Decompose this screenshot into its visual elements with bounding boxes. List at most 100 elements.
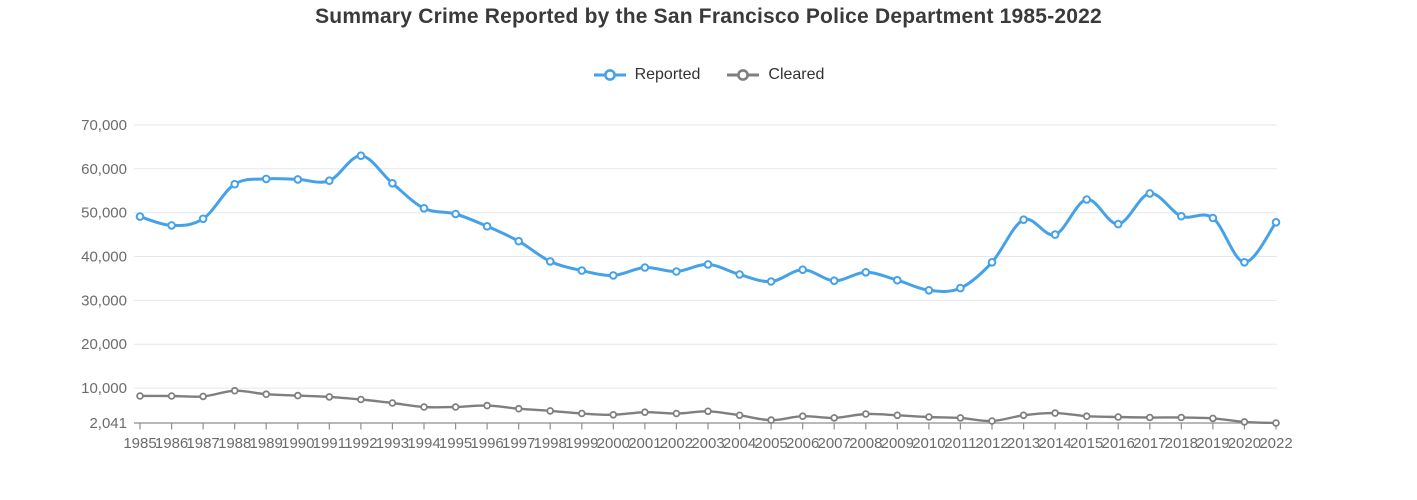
reported-marker-1997[interactable]	[514, 236, 524, 246]
reported-marker-1988[interactable]	[230, 179, 239, 189]
cleared-marker-2013[interactable]	[1019, 411, 1028, 420]
x-axis-label: 2010	[912, 435, 945, 452]
reported-marker-2006[interactable]	[798, 265, 808, 275]
x-axis-label: 2004	[723, 435, 756, 452]
reported-marker-2015[interactable]	[1082, 195, 1091, 204]
reported-marker-2018[interactable]	[1177, 211, 1186, 221]
reported-marker-2007[interactable]	[829, 276, 839, 286]
chart-title: Summary Crime Reported by the San Franci…	[315, 5, 1102, 28]
cleared-line	[138, 389, 1278, 425]
reported-marker-2008[interactable]	[861, 268, 871, 277]
reported-marker-1999[interactable]	[577, 266, 587, 275]
x-axis-label: 1986	[155, 435, 188, 452]
cleared-marker-2001[interactable]	[641, 408, 649, 417]
cleared-marker-1998[interactable]	[546, 407, 554, 415]
cleared-marker-2015[interactable]	[1082, 412, 1091, 421]
cleared-marker-1995[interactable]	[451, 403, 460, 411]
legend-item-reported[interactable]: Reported	[593, 66, 700, 84]
x-axis-label: 1995	[439, 435, 472, 452]
y-axis-label: 10,000	[81, 380, 127, 397]
reported-marker-2003[interactable]	[703, 260, 713, 269]
reported-marker-1992[interactable]	[356, 151, 366, 160]
cleared-marker-1985[interactable]	[136, 392, 144, 400]
reported-marker-2011[interactable]	[956, 283, 965, 293]
reported-marker-1987[interactable]	[198, 214, 208, 224]
cleared-marker-1993[interactable]	[388, 399, 397, 407]
x-axis-label: 1990	[281, 435, 314, 452]
cleared-marker-2000[interactable]	[609, 410, 618, 419]
reported-marker-2020[interactable]	[1240, 258, 1249, 267]
cleared-marker-2016[interactable]	[1114, 413, 1122, 421]
legend-item-cleared[interactable]: Cleared	[726, 66, 824, 84]
cleared-marker-2006[interactable]	[798, 412, 807, 421]
cleared-marker-2014[interactable]	[1051, 409, 1059, 417]
cleared-marker-2009[interactable]	[893, 411, 902, 420]
reported-marker-2001[interactable]	[640, 263, 650, 272]
cleared-marker-1996[interactable]	[483, 401, 491, 410]
x-axis-label: 2015	[1070, 435, 1103, 452]
x-axis-label: 1996	[470, 435, 503, 452]
reported-marker-2013[interactable]	[1019, 215, 1028, 224]
reported-marker-2019[interactable]	[1208, 213, 1218, 223]
cleared-marker-2018[interactable]	[1177, 413, 1186, 422]
reported-marker-2022[interactable]	[1271, 218, 1281, 227]
cleared-marker-2007[interactable]	[830, 414, 838, 422]
reported-marker-1995[interactable]	[451, 209, 460, 219]
cleared-marker-2008[interactable]	[861, 410, 870, 418]
cleared-marker-2005[interactable]	[767, 416, 775, 424]
cleared-marker-1997[interactable]	[514, 404, 523, 413]
cleared-marker-1989[interactable]	[262, 390, 271, 399]
y-axis-label: 20,000	[81, 336, 127, 353]
reported-marker-2016[interactable]	[1113, 219, 1123, 229]
reported-marker-2014[interactable]	[1050, 230, 1060, 239]
x-axis-label: 2002	[660, 435, 693, 452]
cleared-marker-1986[interactable]	[167, 392, 176, 400]
reported-marker-1985[interactable]	[135, 212, 145, 221]
y-axis-label: 70,000	[81, 117, 127, 134]
reported-marker-2017[interactable]	[1145, 189, 1155, 198]
x-axis-label: 2017	[1133, 435, 1166, 452]
cleared-marker-2010[interactable]	[925, 413, 933, 421]
x-axis-label: 1991	[313, 435, 346, 452]
cleared-marker-1994[interactable]	[420, 403, 428, 411]
reported-marker-1998[interactable]	[545, 257, 555, 266]
cleared-marker-1990[interactable]	[293, 391, 302, 400]
x-axis-label: 2012	[975, 435, 1008, 452]
x-axis-label: 2003	[691, 435, 724, 452]
cleared-marker-1988[interactable]	[230, 386, 239, 395]
cleared-marker-2012[interactable]	[988, 417, 996, 425]
reported-marker-1991[interactable]	[325, 176, 334, 185]
reported-marker-2010[interactable]	[924, 286, 934, 295]
cleared-marker-2020[interactable]	[1240, 418, 1249, 426]
reported-marker-2009[interactable]	[893, 275, 902, 285]
reported-marker-1993[interactable]	[388, 179, 397, 188]
reported-marker-2002[interactable]	[672, 267, 681, 276]
reported-marker-2004[interactable]	[735, 270, 744, 279]
cleared-marker-2002[interactable]	[672, 409, 681, 418]
cleared-marker-1992[interactable]	[357, 395, 365, 404]
cleared-marker-1987[interactable]	[199, 392, 207, 401]
x-axis-label: 1997	[502, 435, 535, 452]
reported-marker-1994[interactable]	[419, 204, 429, 213]
x-axis-label: 2000	[597, 435, 630, 452]
cleared-marker-2011[interactable]	[956, 414, 965, 422]
cleared-marker-2004[interactable]	[735, 411, 744, 420]
cleared-marker-2017[interactable]	[1146, 413, 1154, 422]
cleared-marker-1999[interactable]	[577, 409, 586, 418]
x-axis-label: 1987	[186, 435, 219, 452]
reported-marker-2012[interactable]	[987, 258, 997, 267]
cleared-marker-1991[interactable]	[325, 393, 334, 401]
cleared-marker-2022[interactable]	[1272, 419, 1280, 427]
x-axis-label: 2022	[1259, 435, 1292, 452]
reported-marker-1996[interactable]	[482, 222, 492, 231]
reported-marker-1990[interactable]	[293, 175, 303, 184]
x-axis-label: 2006	[786, 435, 819, 452]
cleared-marker-2003[interactable]	[704, 407, 712, 416]
reported-marker-2000[interactable]	[609, 271, 618, 280]
reported-marker-1989[interactable]	[261, 174, 271, 184]
reported-marker-2005[interactable]	[766, 277, 776, 286]
x-axis-label: 2014	[1038, 435, 1071, 452]
cleared-marker-2019[interactable]	[1209, 414, 1217, 423]
reported-marker-1986[interactable]	[167, 221, 176, 230]
